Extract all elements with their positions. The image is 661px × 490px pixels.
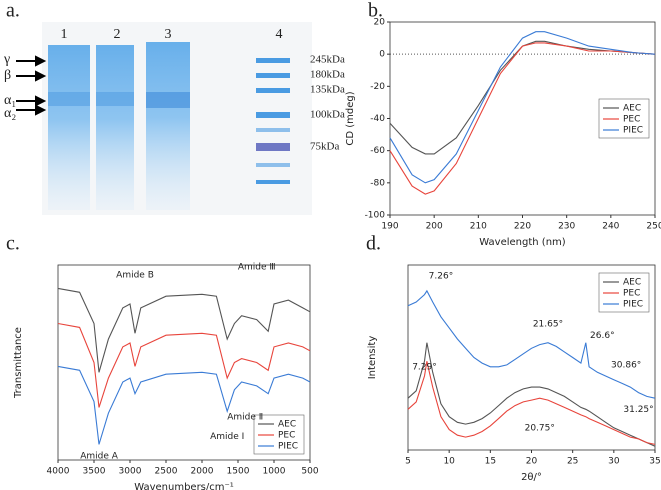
annotation: Amide Ⅲ [238,262,276,272]
annotation: Amide Ⅱ [227,413,263,423]
panel-label: c. [6,233,20,255]
series-line [407,289,656,399]
ladder-band [256,88,290,93]
lane-label: 3 [165,27,172,42]
legend-label: PEC [623,289,640,299]
marker-label: α₁ [4,93,16,108]
x-tick-label: 210 [470,222,487,232]
x-tick-label: 15 [485,457,496,467]
ladder-band [256,163,290,167]
x-tick-label: 1500 [227,467,250,477]
series-line [407,361,656,445]
x-tick-label: 220 [514,222,531,232]
x-tick-label: 10 [443,457,455,467]
legend-label: PIEC [278,442,298,452]
band [48,92,90,106]
x-tick-label: 20 [526,457,538,467]
annotation: Amide A [80,452,119,462]
plot-frame [57,264,311,461]
arrows [16,55,47,116]
legend-label: PIEC [623,126,643,136]
legend-label: AEC [278,420,296,430]
x-tick-label: 5 [405,457,411,467]
annotation: Amide B [116,270,154,280]
ladder-label: 245kDa [310,54,345,66]
x-axis-label: 2θ/° [521,472,542,483]
series-line [57,287,311,373]
x-tick-label: 35 [649,457,660,467]
band [96,92,134,106]
x-axis-label: Wavelength (nm) [479,237,565,248]
panel-label: b. [368,0,383,22]
x-tick-label: 200 [426,222,443,232]
x-tick-label: 30 [608,457,620,467]
ladder-band [256,112,290,118]
ladder-band [256,143,290,151]
ladder-band [256,180,290,184]
series-line [57,322,311,408]
ladder-band [256,73,290,78]
x-tick-label: 250 [646,222,661,232]
annotation: 26.6° [590,331,615,341]
series-line [389,42,656,195]
y-tick-label: 0 [379,50,385,60]
legend-label: AEC [623,278,641,288]
legend-label: AEC [623,104,641,114]
legend-label: PEC [623,115,640,125]
y-tick-label: 20 [374,18,386,28]
ladder-label: 180kDa [310,69,345,81]
ladder-band [256,128,290,132]
y-axis-label: Intensity [367,336,378,380]
x-tick-label: 3500 [83,467,106,477]
lane-label: 2 [114,27,121,42]
x-tick-label: 2000 [191,467,214,477]
x-tick-label: 240 [602,222,619,232]
x-axis-label: Wavenumbers/cm⁻¹ [134,482,234,490]
x-tick-label: 4000 [47,467,70,477]
lane-label: 4 [276,27,283,42]
annotation: 30.86° [611,360,641,370]
lane-smear [48,45,90,210]
y-axis-label: CD (mdeg) [345,91,356,145]
y-tick-label: -40 [370,114,385,124]
legend-label: PIEC [623,300,643,310]
panel-label: d. [366,233,381,255]
series-line [57,365,311,445]
ladder-band [256,58,290,63]
marker-label: β [4,68,11,83]
y-tick-label: -20 [370,82,385,92]
lane-smear [146,42,190,210]
annotation: 7.29° [412,362,437,372]
annotation: 31.25° [623,405,653,415]
x-tick-label: 25 [567,457,578,467]
y-axis-label: Transmittance [13,327,24,399]
series-line [389,31,656,184]
band [146,92,190,108]
annotation: Amide Ⅰ [210,432,244,442]
annotation: 7.26° [429,272,454,282]
x-tick-label: 3000 [119,467,142,477]
panel-label: a. [6,0,20,22]
annotation: 21.65° [533,320,563,330]
legend-label: PEC [278,431,295,441]
ladder [256,58,290,184]
x-tick-label: 2500 [155,467,178,477]
y-tick-label: -100 [365,211,386,221]
ladder-label: 100kDa [310,109,345,121]
y-tick-label: -80 [370,178,385,188]
x-tick-label: 190 [381,222,398,232]
marker-label: γ [3,52,10,67]
annotation: 20.75° [525,423,555,433]
lane-smear [96,45,134,210]
x-tick-label: 1000 [263,467,286,477]
x-tick-label: 500 [301,467,318,477]
y-tick-label: -60 [370,146,385,156]
ladder-label: 75kDa [310,141,339,153]
lane-label: 1 [61,27,68,42]
marker-label: α₂ [4,106,16,121]
series-line [407,342,656,447]
x-tick-label: 230 [558,222,575,232]
ladder-label: 135kDa [310,84,345,96]
